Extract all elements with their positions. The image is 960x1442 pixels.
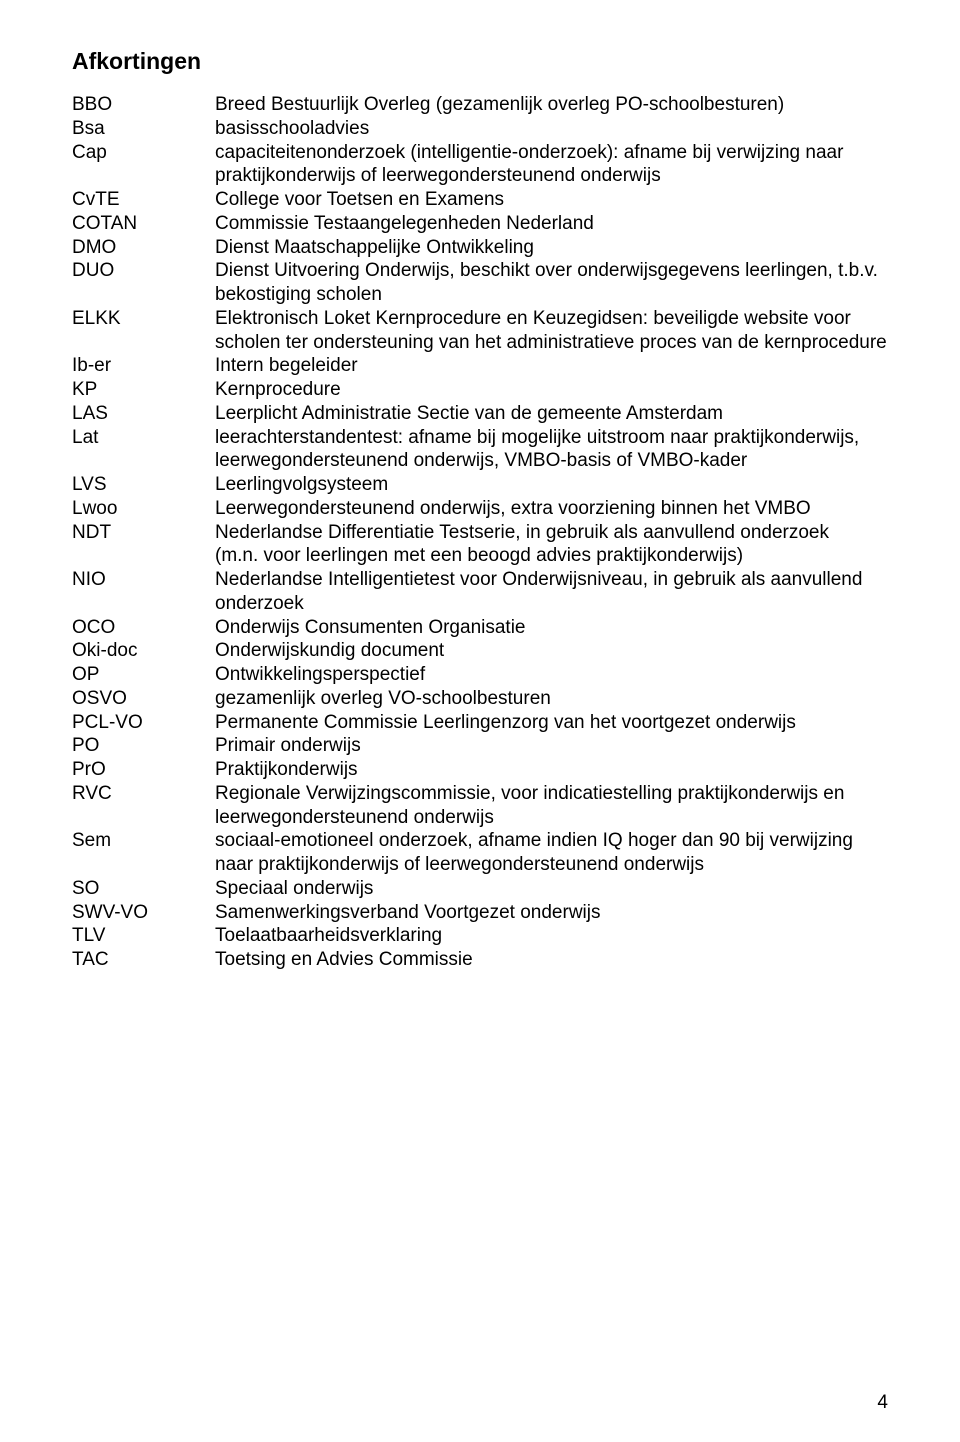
abbreviation-definition: Samenwerkingsverband Voortgezet onderwij… <box>215 901 888 925</box>
abbreviation-definition: capaciteitenonderzoek (intelligentie-ond… <box>215 141 888 189</box>
abbreviation-term: DMO <box>72 236 215 260</box>
abbreviation-definition: Kernprocedure <box>215 378 888 402</box>
abbreviation-term: CvTE <box>72 188 215 212</box>
abbreviation-entry: Capcapaciteitenonderzoek (intelligentie-… <box>72 141 888 189</box>
abbreviation-entry: Oki-docOnderwijskundig document <box>72 639 888 663</box>
abbreviation-definition: basisschooladvies <box>215 117 888 141</box>
abbreviation-term: SWV-VO <box>72 901 215 925</box>
abbreviation-entry: Bsabasisschooladvies <box>72 117 888 141</box>
abbreviation-entry: CvTECollege voor Toetsen en Examens <box>72 188 888 212</box>
abbreviation-term: OCO <box>72 616 215 640</box>
abbreviation-definition: Onderwijskundig document <box>215 639 888 663</box>
abbreviation-term: TAC <box>72 948 215 972</box>
abbreviation-entry: LVSLeerlingvolgsysteem <box>72 473 888 497</box>
abbreviation-definition: Toetsing en Advies Commissie <box>215 948 888 972</box>
abbreviation-term: COTAN <box>72 212 215 236</box>
abbreviation-term: Ib-er <box>72 354 215 378</box>
abbreviation-term: Lwoo <box>72 497 215 521</box>
abbreviation-entry: COTANCommissie Testaangelegenheden Neder… <box>72 212 888 236</box>
abbreviation-definition: Leerwegondersteunend onderwijs, extra vo… <box>215 497 888 521</box>
abbreviation-definition: gezamenlijk overleg VO-schoolbesturen <box>215 687 888 711</box>
abbreviation-entry: OCOOnderwijs Consumenten Organisatie <box>72 616 888 640</box>
abbreviation-entry: DMODienst Maatschappelijke Ontwikkeling <box>72 236 888 260</box>
abbreviation-entry: OPOntwikkelingsperspectief <box>72 663 888 687</box>
abbreviation-term: LAS <box>72 402 215 426</box>
abbreviation-term: Cap <box>72 141 215 165</box>
abbreviation-definition: Ontwikkelingsperspectief <box>215 663 888 687</box>
abbreviation-term: OSVO <box>72 687 215 711</box>
abbreviation-entry: SWV-VOSamenwerkingsverband Voortgezet on… <box>72 901 888 925</box>
abbreviation-term: NDT <box>72 521 215 545</box>
abbreviation-entry: POPrimair onderwijs <box>72 734 888 758</box>
abbreviation-definition: Breed Bestuurlijk Overleg (gezamenlijk o… <box>215 93 888 117</box>
abbreviation-definition: Onderwijs Consumenten Organisatie <box>215 616 888 640</box>
abbreviation-definition: Elektronisch Loket Kernprocedure en Keuz… <box>215 307 888 355</box>
abbreviation-definition: Regionale Verwijzingscommissie, voor ind… <box>215 782 888 830</box>
abbreviation-term: TLV <box>72 924 215 948</box>
abbreviation-definition: Speciaal onderwijs <box>215 877 888 901</box>
abbreviation-term: BBO <box>72 93 215 117</box>
abbreviation-term: Bsa <box>72 117 215 141</box>
abbreviation-entry: ELKKElektronisch Loket Kernprocedure en … <box>72 307 888 355</box>
abbreviation-term: OP <box>72 663 215 687</box>
abbreviation-definition: Commissie Testaangelegenheden Nederland <box>215 212 888 236</box>
abbreviation-term: LVS <box>72 473 215 497</box>
abbreviation-term: PO <box>72 734 215 758</box>
abbreviation-entry: PCL-VOPermanente Commissie Leerlingenzor… <box>72 711 888 735</box>
abbreviation-entry: DUODienst Uitvoering Onderwijs, beschikt… <box>72 259 888 307</box>
abbreviation-term: RVC <box>72 782 215 806</box>
abbreviation-term: PrO <box>72 758 215 782</box>
abbreviation-definition: Praktijkonderwijs <box>215 758 888 782</box>
abbreviation-definition: sociaal-emotioneel onderzoek, afname ind… <box>215 829 888 877</box>
abbreviation-entry: TLVToelaatbaarheidsverklaring <box>72 924 888 948</box>
abbreviation-entry: LwooLeerwegondersteunend onderwijs, extr… <box>72 497 888 521</box>
abbreviation-list: BBOBreed Bestuurlijk Overleg (gezamenlij… <box>72 93 888 972</box>
abbreviation-definition: leerachterstandentest: afname bij mogeli… <box>215 426 888 474</box>
abbreviation-entry: Latleerachterstandentest: afname bij mog… <box>72 426 888 474</box>
page-title: Afkortingen <box>72 48 888 75</box>
abbreviation-definition: Dienst Maatschappelijke Ontwikkeling <box>215 236 888 260</box>
abbreviation-term: Lat <box>72 426 215 450</box>
abbreviation-definition: Dienst Uitvoering Onderwijs, beschikt ov… <box>215 259 888 307</box>
abbreviation-entry: KPKernprocedure <box>72 378 888 402</box>
abbreviation-entry: PrOPraktijkonderwijs <box>72 758 888 782</box>
abbreviation-definition: Primair onderwijs <box>215 734 888 758</box>
abbreviation-definition: Intern begeleider <box>215 354 888 378</box>
abbreviation-definition: Leerlingvolgsysteem <box>215 473 888 497</box>
abbreviation-term: ELKK <box>72 307 215 331</box>
abbreviation-entry: RVCRegionale Verwijzingscommissie, voor … <box>72 782 888 830</box>
abbreviation-term: PCL-VO <box>72 711 215 735</box>
document-page: Afkortingen BBOBreed Bestuurlijk Overleg… <box>0 0 960 1442</box>
abbreviation-entry: LASLeerplicht Administratie Sectie van d… <box>72 402 888 426</box>
abbreviation-entry: BBOBreed Bestuurlijk Overleg (gezamenlij… <box>72 93 888 117</box>
abbreviation-term: KP <box>72 378 215 402</box>
abbreviation-definition: Toelaatbaarheidsverklaring <box>215 924 888 948</box>
abbreviation-term: Sem <box>72 829 215 853</box>
abbreviation-definition: Nederlandse Intelligentietest voor Onder… <box>215 568 888 616</box>
abbreviation-definition: Permanente Commissie Leerlingenzorg van … <box>215 711 888 735</box>
page-number: 4 <box>877 1392 888 1414</box>
abbreviation-entry: Semsociaal-emotioneel onderzoek, afname … <box>72 829 888 877</box>
abbreviation-entry: NIONederlandse Intelligentietest voor On… <box>72 568 888 616</box>
abbreviation-term: DUO <box>72 259 215 283</box>
abbreviation-term: Oki-doc <box>72 639 215 663</box>
abbreviation-term: NIO <box>72 568 215 592</box>
abbreviation-definition: Nederlandse Differentiatie Testserie, in… <box>215 521 888 569</box>
abbreviation-definition: College voor Toetsen en Examens <box>215 188 888 212</box>
abbreviation-entry: Ib-erIntern begeleider <box>72 354 888 378</box>
abbreviation-entry: SOSpeciaal onderwijs <box>72 877 888 901</box>
abbreviation-entry: NDTNederlandse Differentiatie Testserie,… <box>72 521 888 569</box>
abbreviation-definition: Leerplicht Administratie Sectie van de g… <box>215 402 888 426</box>
abbreviation-entry: OSVOgezamenlijk overleg VO-schoolbesture… <box>72 687 888 711</box>
abbreviation-term: SO <box>72 877 215 901</box>
abbreviation-entry: TACToetsing en Advies Commissie <box>72 948 888 972</box>
